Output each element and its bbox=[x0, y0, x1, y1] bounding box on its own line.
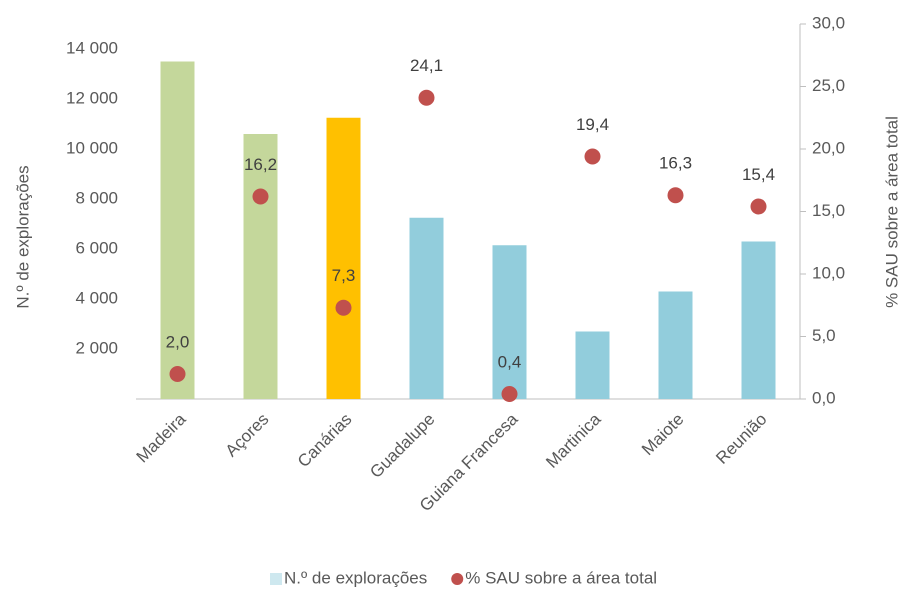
legend-swatch bbox=[270, 573, 282, 585]
x-tick-label: Guadalupe bbox=[366, 410, 438, 482]
point bbox=[252, 188, 269, 205]
y-tick-label: 2 000 bbox=[75, 338, 118, 357]
x-tick-label: Maiote bbox=[638, 410, 688, 460]
bar bbox=[741, 241, 776, 399]
bar bbox=[492, 245, 527, 399]
point bbox=[418, 89, 435, 106]
point bbox=[501, 386, 518, 402]
legend-swatch bbox=[451, 573, 464, 585]
y2-tick-label: 15,0 bbox=[812, 201, 845, 220]
point bbox=[335, 299, 352, 316]
bar bbox=[243, 134, 278, 399]
y-tick-label: 10 000 bbox=[66, 138, 118, 157]
bar bbox=[575, 331, 610, 399]
data-label: 0,4 bbox=[498, 352, 522, 371]
y2-tick-label: 25,0 bbox=[812, 76, 845, 95]
x-tick-label: Martinica bbox=[542, 409, 605, 472]
y2-tick-label: 30,0 bbox=[812, 13, 845, 32]
y-tick-label: 14 000 bbox=[66, 38, 118, 57]
point bbox=[667, 187, 684, 204]
y2-tick-label: 0,0 bbox=[812, 388, 836, 407]
y2-tick-label: 20,0 bbox=[812, 138, 845, 157]
x-tick-label: Madeira bbox=[133, 409, 190, 466]
y-tick-label: 4 000 bbox=[75, 288, 118, 307]
x-tick-label: Açores bbox=[222, 410, 273, 461]
y2-tick-label: 10,0 bbox=[812, 263, 845, 282]
x-tick-label: Reunião bbox=[712, 410, 770, 468]
data-label: 7,3 bbox=[332, 266, 356, 285]
data-label: 16,3 bbox=[659, 154, 692, 173]
x-tick-label: Canárias bbox=[294, 410, 356, 472]
bar bbox=[326, 117, 361, 399]
y2-tick-label: 5,0 bbox=[812, 326, 836, 345]
bar bbox=[160, 61, 195, 399]
data-label: 2,0 bbox=[166, 332, 190, 351]
point bbox=[169, 366, 186, 382]
bar bbox=[658, 291, 693, 399]
bar bbox=[409, 217, 444, 399]
point bbox=[750, 198, 767, 215]
y-tick-label: 6 000 bbox=[75, 238, 118, 257]
y-axis-label: N.º de explorações bbox=[13, 165, 32, 308]
y-tick-label: 12 000 bbox=[66, 88, 118, 107]
y-tick-label: 8 000 bbox=[75, 188, 118, 207]
data-label: 15,4 bbox=[742, 165, 775, 184]
legend-label: N.º de explorações bbox=[284, 568, 427, 587]
legend-label: % SAU sobre a área total bbox=[465, 568, 657, 587]
data-label: 24,1 bbox=[410, 56, 443, 75]
data-label: 19,4 bbox=[576, 115, 609, 134]
data-label: 16,2 bbox=[244, 155, 277, 174]
y2-axis-label: % SAU sobre a área total bbox=[882, 116, 901, 308]
point bbox=[584, 148, 601, 165]
